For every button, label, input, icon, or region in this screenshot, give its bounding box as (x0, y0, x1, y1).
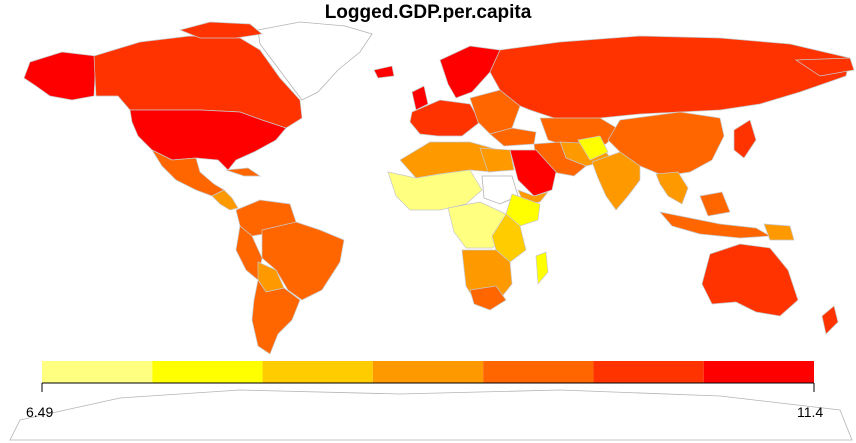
country-new-zealand (821, 305, 839, 335)
country-png (763, 223, 795, 241)
country-indonesia (659, 211, 772, 239)
country-southeast-asia (655, 171, 689, 205)
country-canada-islands (178, 21, 263, 39)
country-russia-east (794, 57, 855, 77)
country-usa (129, 109, 287, 171)
country-borneo (699, 191, 731, 217)
country-afghanistan (577, 135, 609, 161)
country-west-africa (387, 169, 483, 211)
country-alaska (23, 51, 97, 101)
country-iceland (373, 65, 395, 79)
country-ethiopia (505, 193, 541, 227)
legend-bin-4 (372, 361, 484, 383)
legend-bin-1 (42, 361, 153, 383)
country-egypt (479, 147, 515, 173)
country-madagascar (535, 251, 549, 285)
country-russia (489, 35, 851, 121)
legend-color-bar (42, 361, 814, 383)
country-saudi-arabia (509, 149, 557, 197)
country-scandinavia (439, 45, 501, 99)
country-india (591, 151, 641, 211)
country-uk (411, 85, 429, 111)
country-argentina (251, 279, 301, 355)
country-central-america (211, 189, 239, 211)
country-turkey (489, 127, 537, 147)
legend-min-label: 6.49 (26, 404, 54, 420)
country-japan (733, 119, 757, 159)
legend-bin-2 (152, 361, 263, 383)
country-western-europe (409, 99, 481, 137)
country-sudan (481, 175, 519, 205)
legend-bin-7 (703, 361, 814, 383)
legend-bin-6 (593, 361, 704, 383)
legend-max-label: 11.4 (797, 404, 824, 420)
country-greenland (257, 21, 373, 101)
country-china (607, 111, 725, 177)
country-brazil (261, 221, 345, 301)
legend-bin-3 (262, 361, 373, 383)
country-cuba (225, 167, 262, 177)
legend-bin-5 (483, 361, 594, 383)
map-title: Logged.GDP.per.capita (324, 2, 532, 23)
country-australia (701, 243, 799, 317)
region-antarctica (9, 389, 853, 441)
country-south-africa (469, 285, 507, 311)
